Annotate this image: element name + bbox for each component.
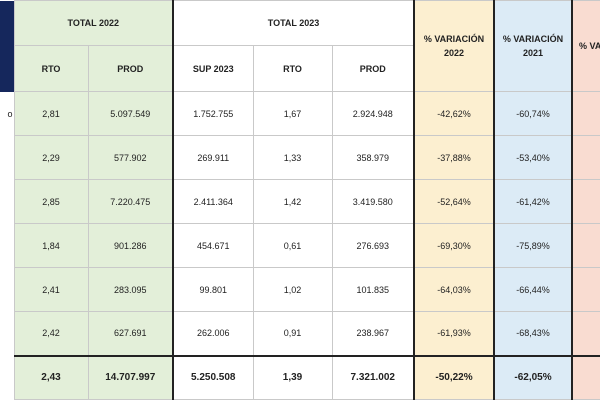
cell-prod-2023[interactable]: 238.967 bbox=[331, 311, 415, 356]
row-mark bbox=[0, 355, 14, 400]
total-rto-2022[interactable]: 2,43 bbox=[13, 354, 89, 400]
cell-variation-2021[interactable]: -75,89% bbox=[493, 223, 573, 268]
cell-variation-2022[interactable]: -64,03% bbox=[413, 267, 495, 312]
table-row: 2,41 283.095 99.801 1,02 101.835 -64,03%… bbox=[0, 267, 600, 312]
cell-sup-2023[interactable]: 99.801 bbox=[172, 267, 254, 312]
cell-variation-2022[interactable]: -42,62% bbox=[413, 91, 495, 136]
cell-rto-2023[interactable]: 1,42 bbox=[252, 179, 333, 224]
group-header-total-2023[interactable]: TOTAL 2023 bbox=[172, 0, 415, 46]
row-mark bbox=[0, 311, 14, 356]
cell-rto-2022[interactable]: 2,42 bbox=[13, 311, 89, 356]
cell-sup-2023[interactable]: 2.411.364 bbox=[172, 179, 254, 224]
cell-variation-2022[interactable]: -61,93% bbox=[413, 311, 495, 356]
header-variation-2021[interactable]: % VARIACIÓN 2021 bbox=[493, 0, 573, 92]
cell-prod-2023[interactable]: 276.693 bbox=[331, 223, 415, 268]
cell-variation-2022[interactable]: -37,88% bbox=[413, 135, 495, 180]
cell-variation-2021[interactable]: -61,42% bbox=[493, 179, 573, 224]
cell-prod-2023[interactable]: 358.979 bbox=[331, 135, 415, 180]
cell-variation-partial[interactable]: - bbox=[571, 223, 600, 268]
cell-variation-partial[interactable]: -( bbox=[571, 311, 600, 356]
cell-variation-partial[interactable]: - bbox=[571, 91, 600, 136]
subheader-rto-2023[interactable]: RTO bbox=[252, 45, 333, 92]
total-row: 2,43 14.707.997 5.250.508 1,39 7.321.002… bbox=[0, 354, 600, 400]
cell-sup-2023[interactable]: 269.911 bbox=[172, 135, 254, 180]
total-variation-2022[interactable]: -50,22% bbox=[413, 354, 495, 400]
cell-sup-2023[interactable]: 454.671 bbox=[172, 223, 254, 268]
table-row: 2,29 577.902 269.911 1,33 358.979 -37,88… bbox=[0, 135, 600, 180]
subheader-rto-2022[interactable]: RTO bbox=[13, 45, 89, 92]
cell-rto-2023[interactable]: 1,67 bbox=[252, 91, 333, 136]
total-rto-2023[interactable]: 1,39 bbox=[252, 354, 333, 400]
header-variation-partial[interactable]: % VA bbox=[571, 0, 600, 92]
cell-sup-2023[interactable]: 1.752.755 bbox=[172, 91, 254, 136]
table-row: o 2,81 5.097.549 1.752.755 1,67 2.924.94… bbox=[0, 91, 600, 136]
cell-variation-partial[interactable]: - bbox=[571, 267, 600, 312]
cell-variation-2022[interactable]: -69,30% bbox=[413, 223, 495, 268]
cell-variation-2022[interactable]: -52,64% bbox=[413, 179, 495, 224]
table-row: 2,42 627.691 262.006 0,91 238.967 -61,93… bbox=[0, 311, 600, 356]
cell-variation-2021[interactable]: -68,43% bbox=[493, 311, 573, 356]
cell-rto-2022[interactable]: 2,81 bbox=[13, 91, 89, 136]
cell-prod-2022[interactable]: 7.220.475 bbox=[87, 179, 174, 224]
cell-prod-2022[interactable]: 901.286 bbox=[87, 223, 174, 268]
total-variation-partial[interactable]: -6 bbox=[571, 354, 600, 400]
row-mark bbox=[0, 223, 14, 268]
cell-prod-2023[interactable]: 2.924.948 bbox=[331, 91, 415, 136]
group-header-total-2022[interactable]: TOTAL 2022 bbox=[13, 0, 174, 46]
cell-variation-2021[interactable]: -66,44% bbox=[493, 267, 573, 312]
cell-rto-2022[interactable]: 2,41 bbox=[13, 267, 89, 312]
cell-prod-2023[interactable]: 101.835 bbox=[331, 267, 415, 312]
cell-prod-2022[interactable]: 577.902 bbox=[87, 135, 174, 180]
row-mark: o bbox=[0, 91, 14, 136]
subheader-prod-2023[interactable]: PROD bbox=[331, 45, 415, 92]
total-sup-2023[interactable]: 5.250.508 bbox=[172, 354, 254, 400]
header-left-panel-lower bbox=[0, 45, 14, 92]
cell-prod-2022[interactable]: 627.691 bbox=[87, 311, 174, 356]
table-row: 2,85 7.220.475 2.411.364 1,42 3.419.580 … bbox=[0, 179, 600, 224]
cell-prod-2023[interactable]: 3.419.580 bbox=[331, 179, 415, 224]
cell-rto-2023[interactable]: 0,61 bbox=[252, 223, 333, 268]
subheader-prod-2022[interactable]: PROD bbox=[87, 45, 174, 92]
cell-rto-2023[interactable]: 1,33 bbox=[252, 135, 333, 180]
total-variation-2021[interactable]: -62,05% bbox=[493, 354, 573, 400]
row-mark bbox=[0, 179, 14, 224]
row-mark bbox=[0, 267, 14, 312]
cell-rto-2022[interactable]: 2,85 bbox=[13, 179, 89, 224]
cell-sup-2023[interactable]: 262.006 bbox=[172, 311, 254, 356]
row-mark bbox=[0, 135, 14, 180]
table-row: 1,84 901.286 454.671 0,61 276.693 -69,30… bbox=[0, 223, 600, 268]
cell-rto-2022[interactable]: 2,29 bbox=[13, 135, 89, 180]
cell-variation-partial[interactable]: - bbox=[571, 179, 600, 224]
cell-prod-2022[interactable]: 5.097.549 bbox=[87, 91, 174, 136]
cell-prod-2022[interactable]: 283.095 bbox=[87, 267, 174, 312]
cell-variation-2021[interactable]: -53,40% bbox=[493, 135, 573, 180]
total-prod-2022[interactable]: 14.707.997 bbox=[87, 354, 174, 400]
cell-variation-2021[interactable]: -60,74% bbox=[493, 91, 573, 136]
header-left-panel bbox=[0, 0, 14, 46]
cell-rto-2023[interactable]: 0,91 bbox=[252, 311, 333, 356]
cell-variation-partial[interactable]: -( bbox=[571, 135, 600, 180]
subheader-sup-2023[interactable]: SUP 2023 bbox=[172, 45, 254, 92]
total-prod-2023[interactable]: 7.321.002 bbox=[331, 354, 415, 400]
cell-rto-2023[interactable]: 1,02 bbox=[252, 267, 333, 312]
cell-rto-2022[interactable]: 1,84 bbox=[13, 223, 89, 268]
header-variation-2022[interactable]: % VARIACIÓN 2022 bbox=[413, 0, 495, 92]
